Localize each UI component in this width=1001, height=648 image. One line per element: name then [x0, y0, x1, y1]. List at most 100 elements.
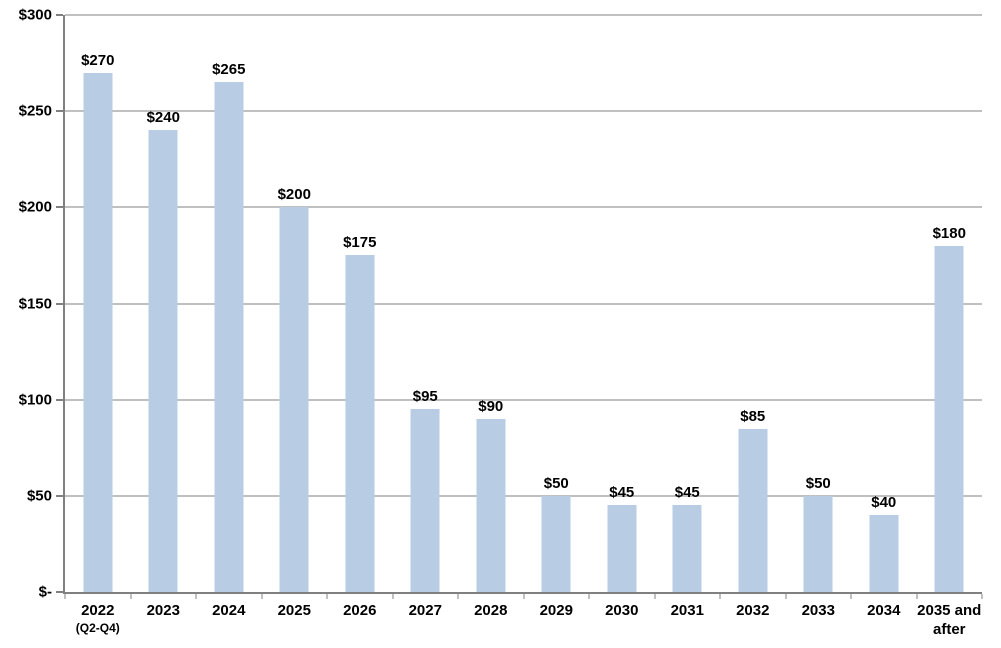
bar-value-label: $175 [343, 234, 377, 252]
bar-2034 [869, 515, 899, 592]
bar-value-label: $50 [543, 474, 569, 492]
x-axis-tick [719, 594, 721, 599]
bar-slot: $45 [655, 15, 721, 592]
bar-2027 [410, 409, 440, 592]
y-axis-tick [56, 206, 63, 209]
x-axis-label-line1: 2030 [605, 602, 639, 619]
gridline [65, 110, 982, 112]
y-axis-tick [56, 591, 63, 593]
x-axis-label-line1: 2026 [343, 602, 377, 619]
x-axis-label: 2030 [589, 602, 655, 640]
bar-slot: $40 [851, 15, 917, 592]
bar-2025 [279, 207, 309, 592]
x-axis-tick [64, 594, 66, 599]
x-axis-tick [130, 594, 131, 599]
bar-slot: $265 [196, 15, 262, 592]
gridline [65, 206, 982, 208]
x-axis-label-line1: 2023 [146, 602, 180, 619]
x-axis-labels: 2022 (Q2-Q4) 2023 2024 2025 2026 2027 2028 2029 2… [65, 602, 982, 640]
bar-2035 [934, 245, 964, 592]
bar-slot: $85 [720, 15, 786, 592]
x-axis-label: 2029 [524, 602, 590, 640]
bar-value-label: $180 [932, 224, 966, 242]
x-axis-tick [654, 594, 655, 599]
x-axis-tick [457, 594, 459, 599]
bar-2033 [803, 495, 833, 592]
bar-value-label: $45 [674, 484, 700, 502]
x-axis-label-line1: 2031 [670, 602, 704, 619]
bar-slot: $45 [589, 15, 655, 592]
bar-slot: $200 [262, 15, 328, 592]
x-axis-label: 2022 (Q2-Q4) [65, 602, 131, 640]
bar-slot: $90 [458, 15, 524, 592]
bars-container: $270 $240 $265 $200 $175 $95 $90 $50 $45 $45 $85 $5… [65, 15, 982, 592]
gridline [65, 303, 982, 304]
x-axis-label: 2032 [720, 602, 786, 640]
bar-2030 [607, 505, 637, 592]
y-axis-tick [56, 398, 63, 401]
bar-2032 [738, 428, 768, 592]
y-axis-tick-label: $150 [18, 295, 52, 312]
x-axis-label: 2031 [655, 602, 721, 640]
y-axis-tick-label: $300 [18, 6, 52, 24]
y-axis-tick-label: $200 [18, 198, 52, 216]
x-axis-label-line1: 2025 [277, 602, 311, 619]
x-axis-label: 2026 [327, 602, 393, 640]
x-axis-tick [981, 594, 983, 599]
bar-2028 [476, 418, 506, 592]
x-axis-label: 2024 [196, 602, 262, 640]
x-axis-label-line1: 2028 [474, 602, 508, 619]
x-axis-tick [785, 594, 786, 599]
y-axis-tick [56, 302, 63, 305]
bar-2031 [672, 505, 702, 592]
bar-slot: $240 [131, 15, 197, 592]
bar-2022 [83, 72, 113, 592]
x-axis-tick [326, 594, 328, 599]
gridline [65, 495, 982, 497]
y-axis-tick [56, 494, 63, 497]
x-axis-label-line1: 2032 [736, 602, 770, 619]
x-axis-tick [523, 594, 524, 599]
bar-value-label: $200 [277, 186, 311, 204]
y-axis-tick-label: $- [38, 583, 52, 601]
x-axis-label-line2: (Q2-Q4) [75, 620, 120, 635]
bar-value-label: $90 [478, 397, 504, 415]
plot-area: $270 $240 $265 $200 $175 $95 $90 $50 $45 $45 $85 $5… [19, 7, 983, 638]
bar-2024 [214, 82, 244, 592]
bar-slot: $175 [327, 15, 393, 592]
bar-slot: $95 [393, 15, 459, 592]
bar-slot: $180 [917, 15, 983, 592]
x-axis-label: 2025 [262, 602, 328, 640]
x-axis-tick [392, 594, 393, 599]
x-axis-label-line2: after [932, 620, 966, 638]
gridline [65, 399, 982, 401]
x-axis-label: 2027 [393, 602, 459, 640]
bar-value-label: $40 [871, 494, 897, 512]
y-axis-tick-label: $50 [26, 487, 52, 505]
x-axis-label: 2034 [851, 602, 917, 640]
x-axis-tick [850, 594, 852, 599]
bar-value-label: $45 [609, 484, 635, 502]
x-axis-tick [195, 594, 197, 599]
x-axis-label: 2023 [131, 602, 197, 640]
bar-2026 [345, 255, 375, 592]
gridlines [65, 14, 982, 592]
x-axis-label-line1: 2027 [408, 602, 442, 619]
gridline [65, 14, 982, 16]
bar-2023 [148, 130, 178, 592]
x-axis-tick [916, 594, 917, 599]
x-axis-label-line1: 2022 [81, 602, 115, 619]
y-axis-tick [56, 110, 63, 113]
y-axis-tick-label: $250 [18, 102, 52, 120]
bar-slot: $50 [524, 15, 590, 592]
bar-slot: $270 [65, 15, 131, 592]
x-axis-label-line1: 2029 [539, 602, 573, 619]
x-axis-label: 2028 [458, 602, 524, 640]
bar-value-label: $95 [412, 388, 438, 406]
bar-value-label: $50 [805, 474, 831, 492]
bar-value-label: $240 [146, 109, 180, 127]
y-axis-tick-label: $100 [18, 391, 52, 409]
y-axis-tick [56, 14, 63, 16]
x-axis-tick [261, 594, 262, 599]
